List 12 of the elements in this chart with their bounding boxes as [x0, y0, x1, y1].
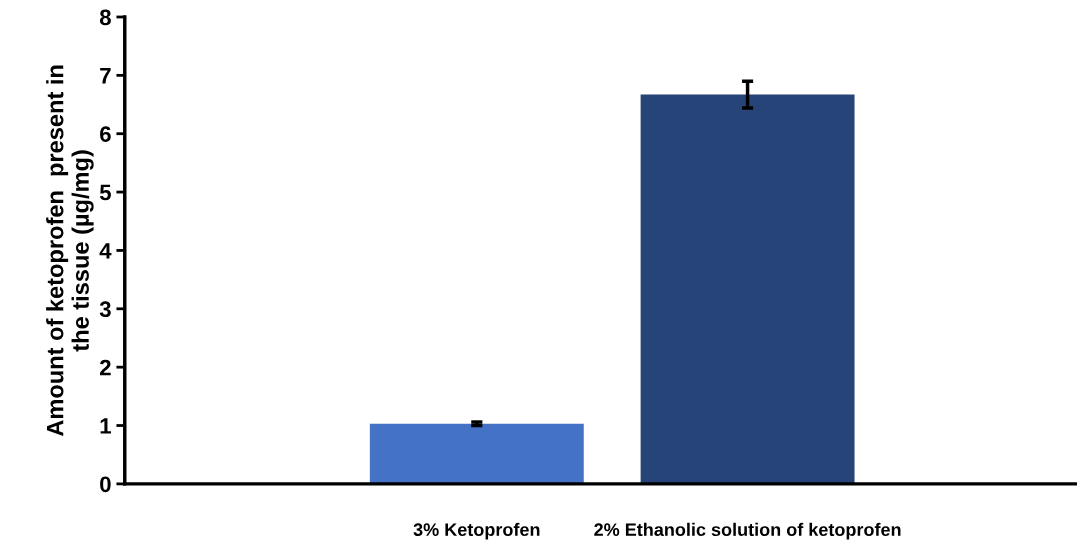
y-tick-label: 7	[100, 68, 111, 84]
y-tick-label: 8	[99, 9, 111, 26]
y-tick-label: 3	[99, 301, 111, 318]
y-tick-label: 1	[100, 418, 111, 434]
y-tick-label: 2	[99, 359, 111, 376]
x-tick-label: 2% Ethanolic solution of ketoprofen	[594, 522, 901, 540]
y-tick-label: 0	[100, 476, 111, 493]
x-tick-label: 3% Ketoprofen	[413, 522, 540, 540]
y-axis-title: Amount of ketoprofen present in the tissue (µg/mg)	[46, 65, 94, 437]
y-tick-label: 4	[99, 243, 112, 259]
y-tick-label: 6	[100, 126, 111, 142]
y-tick-label: 5	[99, 184, 111, 201]
